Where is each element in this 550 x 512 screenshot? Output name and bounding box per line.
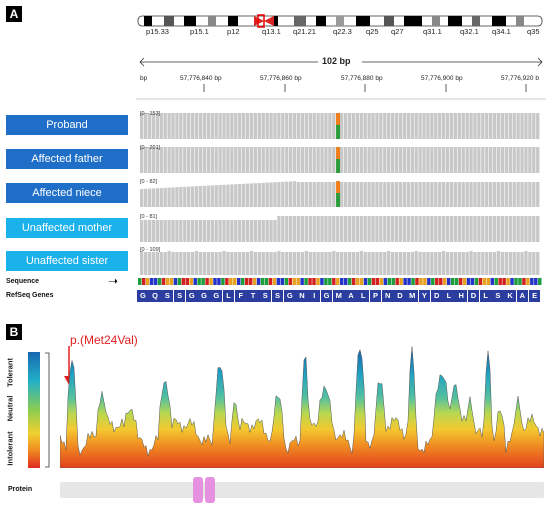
- variant-allele-ref: [336, 181, 340, 193]
- cytoband-label: q27: [391, 27, 404, 36]
- coverage-track: [140, 147, 540, 173]
- track-range: [0 - 109]: [140, 247, 161, 253]
- cytoband-label: q35: [527, 27, 540, 36]
- amino-acid: T: [247, 290, 259, 302]
- bp-tick-label: 57,776,840 bp: [180, 75, 222, 82]
- track-range: [0 - 153]: [140, 111, 161, 117]
- nucleotide-sequence: [138, 278, 542, 285]
- amino-acid: G: [198, 290, 210, 302]
- protein-label: Protein: [8, 486, 33, 493]
- strand-arrow-icon[interactable]: ➝: [108, 274, 119, 288]
- tolerance-landscape: [60, 346, 544, 468]
- amino-acid: K: [504, 290, 516, 302]
- amino-acid: L: [479, 290, 492, 302]
- cytoband-label: q25: [366, 27, 379, 36]
- amino-acid: F: [234, 290, 247, 302]
- amino-acid: E: [528, 290, 541, 302]
- amino-acid: L: [222, 290, 235, 302]
- bp-tick-label: 57,776,900 bp: [421, 75, 463, 82]
- amino-acid: P: [369, 290, 382, 302]
- coverage-track: [140, 251, 540, 275]
- amino-acid: L: [443, 290, 455, 302]
- cytoband-label: q13.1: [262, 27, 281, 36]
- bp-tick-label: 57,776,860 bp: [260, 75, 302, 82]
- span-label: 102 bp: [322, 56, 351, 66]
- variant-label: p.(Met24Val): [70, 333, 138, 347]
- coverage-track: [140, 113, 540, 139]
- cytoband-label: p15.1: [190, 27, 209, 36]
- cytoband-label: q31.1: [423, 27, 442, 36]
- amino-acid: Q: [149, 290, 161, 302]
- amino-acid: G: [210, 290, 223, 302]
- amino-acid: H: [455, 290, 468, 302]
- variant-allele-alt: [336, 125, 340, 139]
- amino-acid: A: [516, 290, 529, 302]
- amino-acid: D: [467, 290, 480, 302]
- variant-allele-ref: [336, 113, 340, 125]
- chromosome-ideogram: [137, 14, 543, 28]
- refseq-genes-label: RefSeq Genes: [6, 292, 54, 299]
- track-label: Affected niece: [6, 183, 128, 203]
- amino-acid: Y: [418, 290, 431, 302]
- coverage-track: [140, 181, 540, 207]
- panel-b-label: B: [6, 324, 22, 340]
- cytoband-label: q22.3: [333, 27, 352, 36]
- amino-acid: L: [357, 290, 370, 302]
- variant-allele-ref: [336, 147, 340, 159]
- variant-allele-alt: [336, 159, 340, 173]
- scale-neutral-label: Neutral: [5, 395, 15, 422]
- track-label: Unaffected mother: [6, 218, 128, 238]
- amino-acid: N: [381, 290, 394, 302]
- bp-tick-label: 57,776,880 bp: [341, 75, 383, 82]
- cytoband-label: q34.1: [492, 27, 511, 36]
- track-label: Affected father: [6, 149, 128, 169]
- cytoband-label: p15.33: [146, 27, 169, 36]
- amino-acid: D: [430, 290, 443, 302]
- sequence-label: Sequence: [6, 278, 40, 285]
- amino-acid: S: [259, 290, 272, 302]
- amino-acid: S: [492, 290, 504, 302]
- bp-ticks: [136, 84, 546, 100]
- amino-acid: S: [271, 290, 284, 302]
- track-label: Unaffected sister: [6, 251, 128, 271]
- amino-acid: N: [296, 290, 308, 302]
- panel-a-label: A: [6, 6, 22, 22]
- amino-acid: A: [345, 290, 357, 302]
- track-range: [0 - 82]: [140, 179, 158, 185]
- amino-acid: M: [332, 290, 345, 302]
- track-label: Proband: [6, 115, 128, 135]
- amino-acid: G: [283, 290, 296, 302]
- scale-bracket: [45, 352, 50, 468]
- amino-acid: S: [173, 290, 186, 302]
- amino-acid: I: [308, 290, 321, 302]
- cytoband-label: p12: [227, 27, 240, 36]
- cytoband-label: q21.21: [293, 27, 316, 36]
- protein-domain: [205, 477, 215, 503]
- amino-acid: D: [394, 290, 406, 302]
- track-range: [0 - 201]: [140, 145, 161, 151]
- amino-acid: G: [320, 290, 333, 302]
- span-ruler: [139, 56, 543, 68]
- amino-acid: G: [185, 290, 198, 302]
- tolerance-colorbar: [28, 352, 40, 468]
- amino-acid: G: [137, 290, 149, 302]
- variant-allele-alt: [336, 193, 340, 207]
- scale-tolerant-label: Tolerant: [5, 357, 15, 388]
- bp-tick-label: 57,776,920 b: [501, 75, 539, 82]
- amino-acid: M: [406, 290, 419, 302]
- coverage-track: [140, 216, 540, 242]
- protein-track: [60, 482, 544, 498]
- bp-start-label: bp: [140, 75, 148, 82]
- scale-intolerant-label: Intolerant: [5, 431, 15, 466]
- amino-acid: S: [161, 290, 174, 302]
- cytoband-label: q32.1: [460, 27, 479, 36]
- protein-domain: [193, 477, 203, 503]
- track-range: [0 - 81]: [140, 214, 158, 220]
